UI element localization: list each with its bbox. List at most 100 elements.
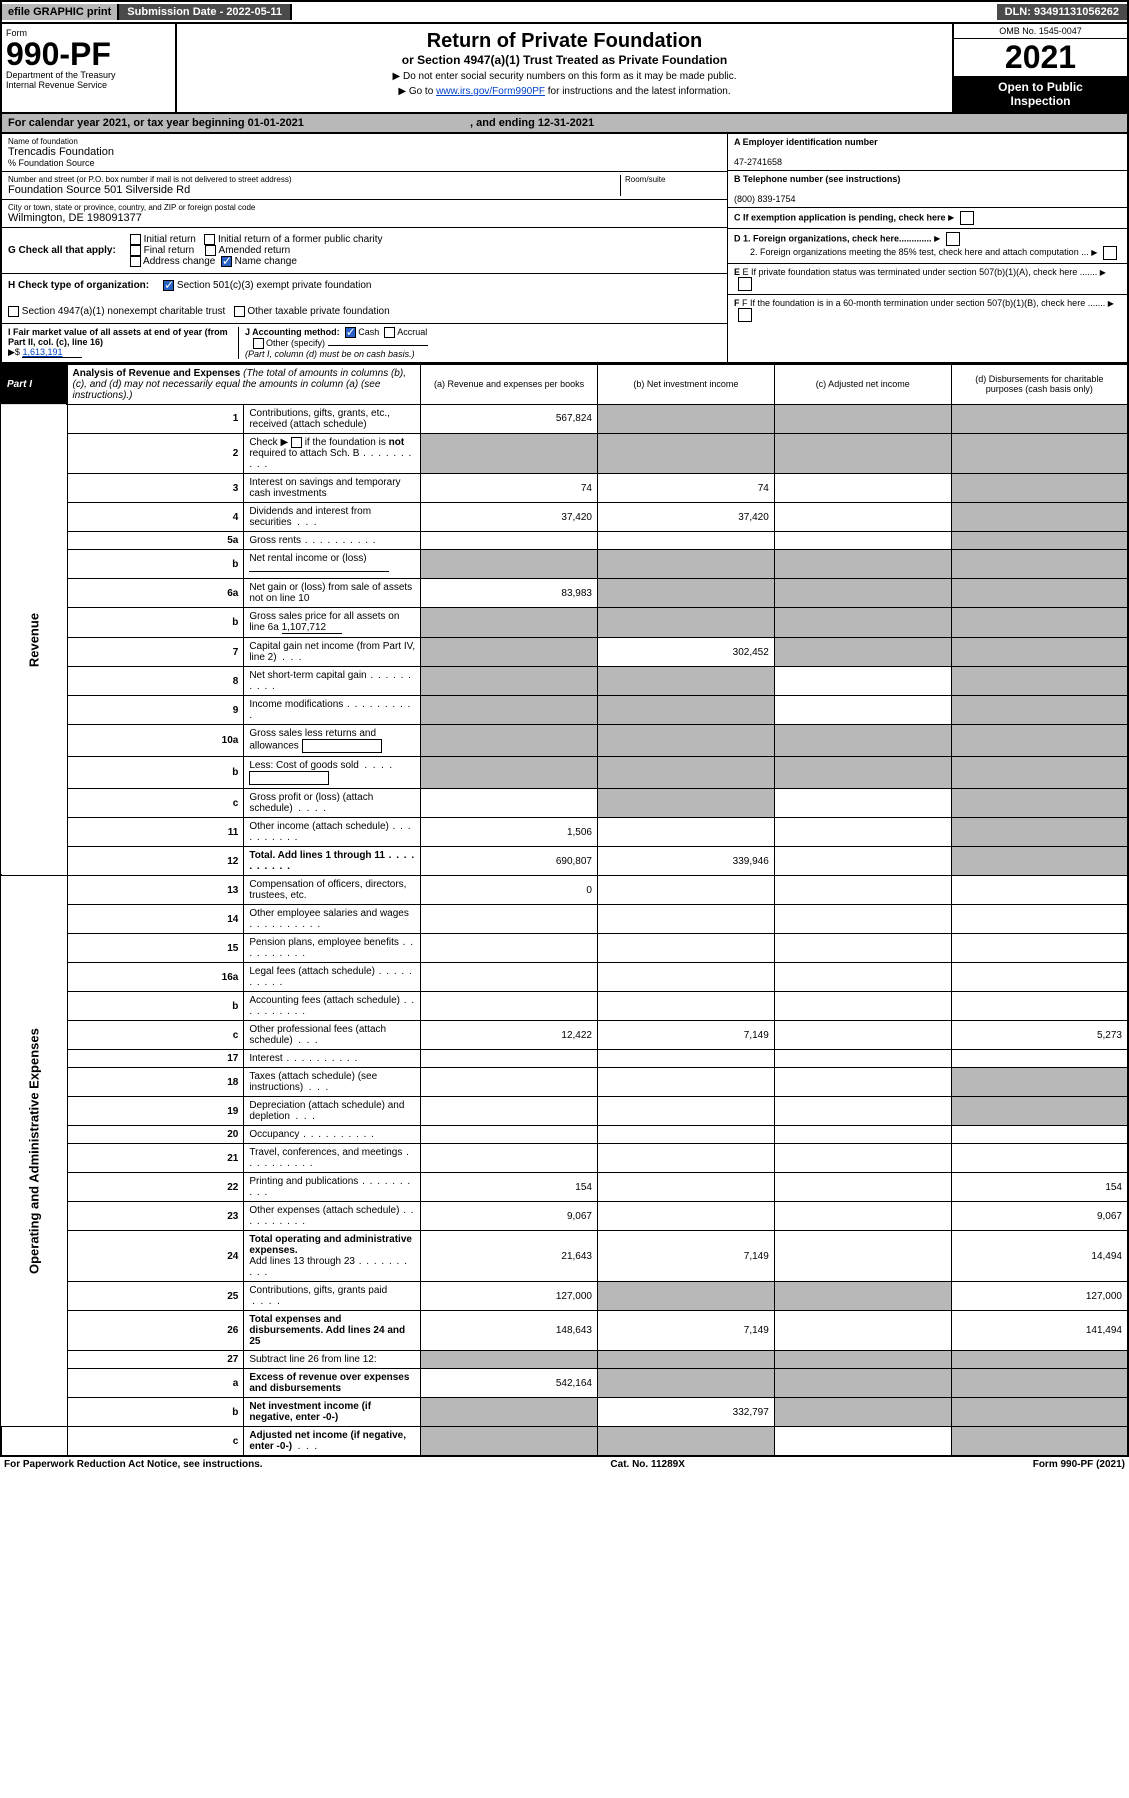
goto-post: for instructions and the latest informat… [545,86,731,97]
r4-a: 37,420 [421,503,598,532]
r20-desc: Occupancy [244,1126,421,1144]
address-change-checkbox[interactable] [130,256,141,267]
dln: DLN: 93491131056262 [997,4,1127,20]
row-5b: bNet rental income or (loss) [1,550,1128,579]
omb-number: OMB No. 1545-0047 [954,24,1127,39]
top-bar: efile GRAPHIC print Submission Date - 20… [0,0,1129,24]
c-checkbox[interactable] [960,211,974,225]
r3-a: 74 [421,474,598,503]
d-cell: D 1. Foreign organizations, check here..… [728,229,1127,264]
footer-mid: Cat. No. 11289X [610,1459,684,1470]
r14-desc: Other employee salaries and wages [244,905,421,934]
g6-label: Name change [235,256,297,267]
schb-checkbox[interactable] [291,437,302,448]
g-label: G Check all that apply: [8,245,116,256]
501c3-checkbox[interactable] [163,280,174,291]
r16c-desc: Other professional fees (attach schedule… [244,1021,421,1050]
name-label: Name of foundation [8,137,721,146]
r22-desc: Printing and publications [244,1173,421,1202]
r25-d: 127,000 [951,1282,1128,1311]
addr-label: Number and street (or P.O. box number if… [8,175,616,184]
r23-d: 9,067 [951,1202,1128,1231]
r22-a: 154 [421,1173,598,1202]
j3-label: Other (specify) [266,338,325,348]
initial-public-checkbox[interactable] [204,234,215,245]
r10c-desc: Gross profit or (loss) (attach schedule)… [244,789,421,818]
row-24: 24Total operating and administrative exp… [1,1231,1128,1282]
r27b-desc: Net investment income (if negative, ente… [244,1398,421,1427]
4947-checkbox[interactable] [8,306,19,317]
r12-num: 12 [67,847,244,876]
r6a-num: 6a [67,579,244,608]
r19-desc: Depreciation (attach schedule) and deple… [244,1097,421,1126]
r22-num: 22 [67,1173,244,1202]
h-label: H Check type of organization: [8,280,149,291]
d2-checkbox[interactable] [1103,246,1117,260]
r9-desc: Income modifications [244,696,421,725]
g2-label: Initial return of a former public charit… [218,234,383,245]
revenue-side-label: Revenue [1,404,67,875]
f-checkbox[interactable] [738,308,752,322]
r26-num: 26 [67,1311,244,1351]
g5-label: Address change [143,256,215,267]
d1-checkbox[interactable] [946,232,960,246]
row-10c: cGross profit or (loss) (attach schedule… [1,789,1128,818]
form990pf-link[interactable]: www.irs.gov/Form990PF [436,86,545,97]
accrual-checkbox[interactable] [384,327,395,338]
r10b-num: b [67,757,244,789]
e-checkbox[interactable] [738,277,752,291]
r6b-val: 1,107,712 [282,622,342,634]
header-center: Return of Private Foundation or Section … [177,24,952,112]
r26-a: 148,643 [421,1311,598,1351]
address-cell: Number and street (or P.O. box number if… [2,172,727,200]
r16c-d: 5,273 [951,1021,1128,1050]
h3-label: Other taxable private foundation [247,306,389,317]
submission-date: Submission Date - 2022-05-11 [119,4,292,20]
calendar-year-row: For calendar year 2021, or tax year begi… [0,114,1129,134]
tax-year: 2021 [954,39,1127,76]
dept-treasury: Department of the Treasury [6,70,116,80]
row-16a: 16aLegal fees (attach schedule) [1,963,1128,992]
ein-value: 47-2741658 [734,157,782,167]
r26-d: 141,494 [951,1311,1128,1351]
r22-d: 154 [951,1173,1128,1202]
r16c-num: c [67,1021,244,1050]
c-cell: C If exemption application is pending, c… [728,208,1127,229]
r23-desc: Other expenses (attach schedule) [244,1202,421,1231]
r27-desc: Subtract line 26 from line 12: [244,1351,421,1369]
cash-checkbox[interactable] [345,327,356,338]
r18-num: 18 [67,1068,244,1097]
row-11: 11Other income (attach schedule)1,506 [1,818,1128,847]
initial-return-checkbox[interactable] [130,234,141,245]
name-change-checkbox[interactable] [221,256,232,267]
fmv-value[interactable]: 1,613,191 [22,347,82,358]
r21-num: 21 [67,1144,244,1173]
row-9: 9Income modifications [1,696,1128,725]
r24-desc: Total operating and administrative expen… [244,1231,421,1282]
col-a-header: (a) Revenue and expenses per books [421,364,598,404]
final-return-checkbox[interactable] [130,245,141,256]
amended-return-checkbox[interactable] [205,245,216,256]
r19-num: 19 [67,1097,244,1126]
row-6b: bGross sales price for all assets on lin… [1,608,1128,638]
other-taxable-checkbox[interactable] [234,306,245,317]
irs-label: Internal Revenue Service [6,80,107,90]
e-cell: E E If private foundation status was ter… [728,264,1127,295]
other-method-checkbox[interactable] [253,338,264,349]
room-label: Room/suite [625,175,721,184]
r16b-num: b [67,992,244,1021]
r10a-num: 10a [67,725,244,757]
row-10a: 10aGross sales less returns and allowanc… [1,725,1128,757]
row-2: 2 Check ▶ if the foundation is not requi… [1,433,1128,473]
foundation-name: Trencadis Foundation [8,146,114,158]
d1-label: D 1. Foreign organizations, check here..… [734,233,932,243]
j1-label: Cash [358,327,379,337]
row-20: 20Occupancy [1,1126,1128,1144]
part1-table: Part I Analysis of Revenue and Expenses … [0,364,1129,1457]
r4-b: 37,420 [597,503,774,532]
row-17: 17Interest [1,1050,1128,1068]
r27a-desc: Excess of revenue over expenses and disb… [244,1369,421,1398]
efile-label[interactable]: efile GRAPHIC print [2,4,119,20]
r5a-num: 5a [67,532,244,550]
r15-num: 15 [67,934,244,963]
